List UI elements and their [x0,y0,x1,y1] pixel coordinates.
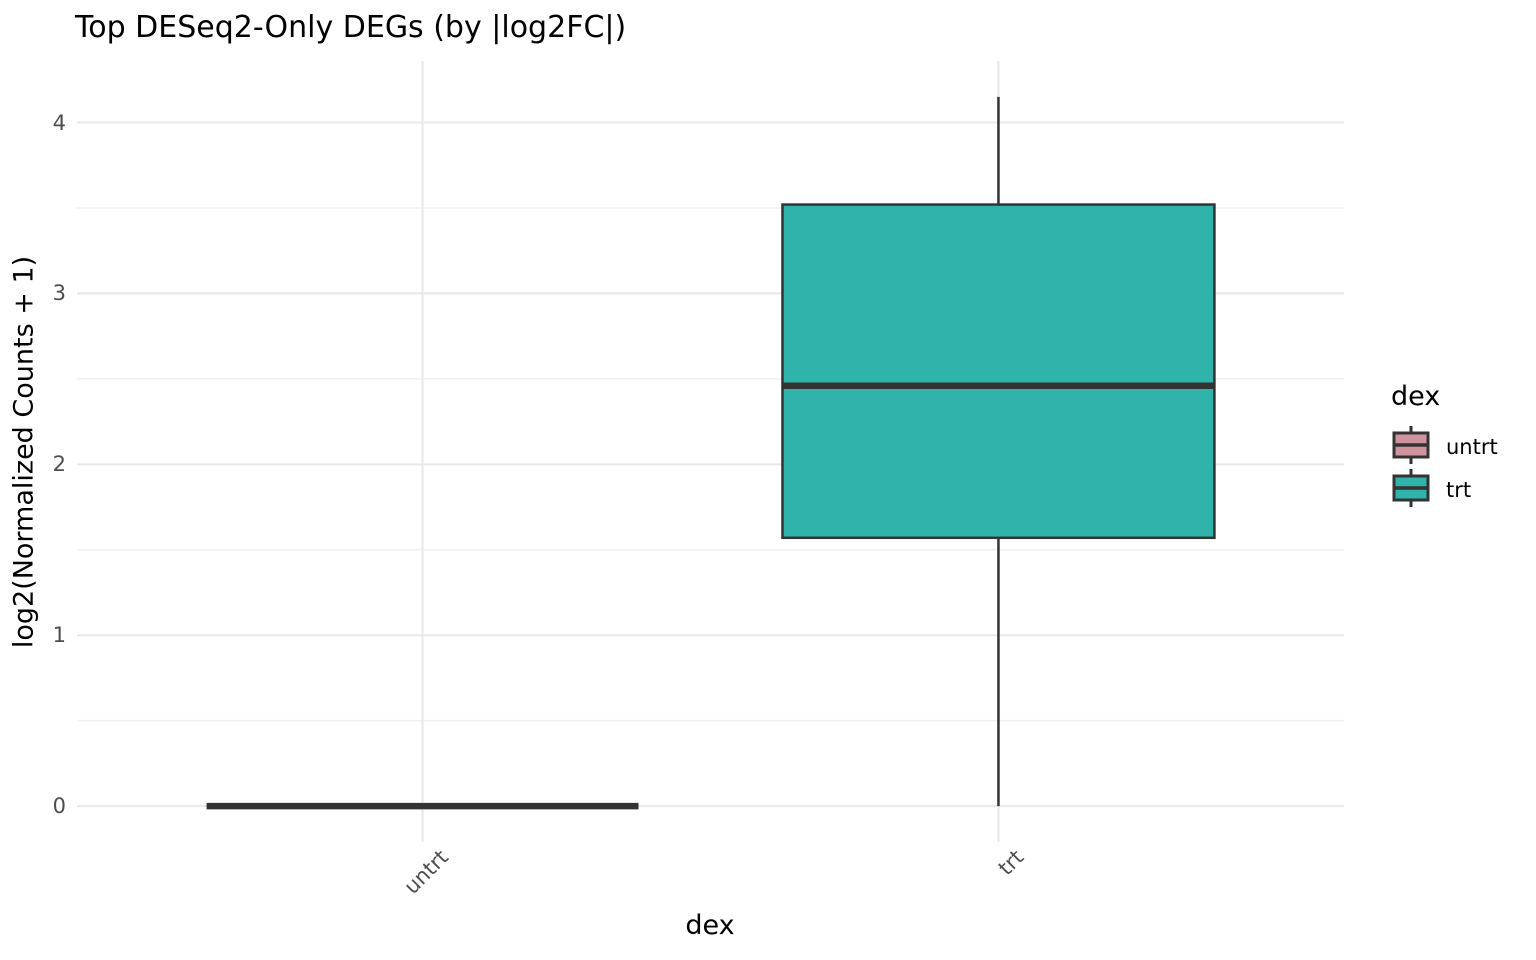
plot-title: Top DESeq2-Only DEGs (by |log2FC|) [75,10,627,45]
legend-label-trt: trt [1446,478,1472,502]
legend-item-trt: trt [1391,469,1498,511]
y-tick-label-2: 2 [52,452,66,477]
y-tick-label-3: 3 [52,281,66,306]
boxplot-key-untrt-icon-svg [1392,426,1430,464]
boxplot-key-trt-icon [1391,469,1431,511]
boxplot-key-untrt-icon [1391,426,1431,468]
boxplot-trt-box [781,203,1216,540]
x-axis-title: dex [685,910,735,941]
boxplot-key-trt-icon-svg [1392,469,1430,507]
legend-title: dex [1391,381,1441,412]
y-tick-label-0: 0 [52,794,66,819]
y-tick-label-1: 1 [52,623,66,648]
legend-label-untrt: untrt [1446,435,1498,459]
legend: dex untrt trt [1391,381,1498,514]
y-tick-label-4: 4 [52,110,66,135]
legend-item-untrt: untrt [1391,426,1498,468]
